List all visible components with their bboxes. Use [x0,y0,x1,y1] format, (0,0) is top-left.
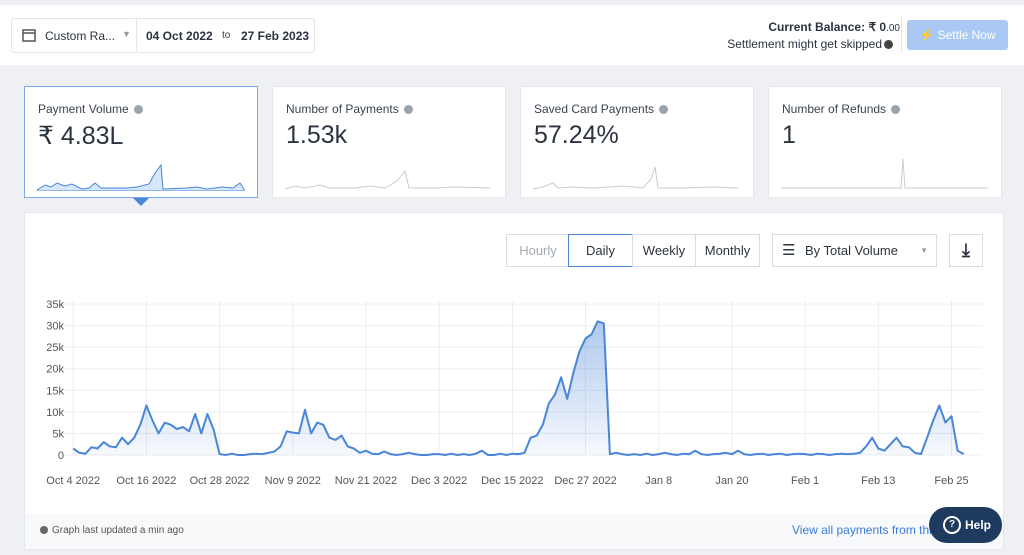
granularity-button[interactable]: Weekly [632,234,696,267]
view-all-link[interactable]: View all payments from this [792,523,938,537]
updated-note: Graph last updated a min ago [40,525,184,536]
divider [901,17,902,53]
x-tick-label: Feb 25 [934,475,968,487]
range-text: Custom Ra... [45,29,116,43]
x-tick-label: Nov 9 2022 [265,475,321,487]
card-label: Payment Volume [38,102,143,116]
range-select[interactable]: Custom Ra... ▼ [11,18,138,53]
note-text: Graph last updated a min ago [52,525,184,536]
balance-label: Current Balance: [768,20,866,34]
x-tick-label: Oct 28 2022 [190,475,250,487]
label-text: Number of Refunds [782,102,887,116]
sparkline [781,158,988,189]
help-icon [133,105,143,115]
label-text: Saved Card Payments [534,102,655,116]
to-word: to [222,30,231,41]
sort-text: By Total Volume [805,243,898,258]
caret: ▼ [920,246,928,255]
sparkline [533,166,739,190]
y-tick-label: 10k [46,407,64,419]
x-tick-label: Jan 20 [715,475,748,487]
help-text: Help [965,518,992,532]
line [72,320,965,456]
granularity-button[interactable]: Monthly [695,234,760,267]
help-button[interactable]: ? Help [929,507,1002,543]
info-icon [884,40,893,50]
y-tick-label: 15k [46,385,64,397]
label-text: Number of Payments [286,102,399,116]
card[interactable]: Payment Volume ₹ 4.83L [24,86,258,198]
help-icon [891,105,901,115]
to-date: 27 Feb 2023 [241,29,310,43]
calendar-icon [22,29,36,42]
download-button[interactable]: ⤓ [949,234,983,267]
area [73,321,964,455]
card[interactable]: Number of Refunds 1 [768,86,1002,198]
sort-select[interactable]: ☰ By Total Volume ▼ [772,234,937,267]
card-label: Number of Payments [286,102,413,116]
y-tick-label: 5k [52,428,64,440]
settle-text: Settle Now [937,28,996,42]
card-label: Saved Card Payments [534,102,669,116]
y-tick-label: 35k [46,299,64,311]
help-icon [659,105,669,115]
card-value: 1 [782,121,796,149]
from-date: 04 Oct 2022 [146,29,213,43]
x-tick-label: Nov 21 2022 [335,475,397,487]
x-tick-label: Dec 27 2022 [554,475,616,487]
x-tick-label: Feb 1 [791,475,819,487]
sort-icon: ☰ [782,242,796,259]
chart-footer [25,514,1003,548]
date-range[interactable]: 04 Oct 2022 to 27 Feb 2023 [136,18,315,53]
sparkline [37,163,245,191]
caret: ▼ [122,29,131,39]
y-tick-label: 20k [46,364,64,376]
chart-panel [24,212,1004,550]
granularity-button[interactable]: Hourly [506,234,570,267]
label-text: Payment Volume [38,102,129,116]
card-value: ₹ 4.83L [38,122,124,150]
card-label: Number of Refunds [782,102,901,116]
granularity-button[interactable]: Daily [568,234,633,267]
help-icon [403,105,413,115]
active-pointer [133,198,149,206]
x-tick-label: Jan 8 [645,475,672,487]
card-value: 57.24% [534,121,619,149]
x-tick-label: Dec 15 2022 [481,475,543,487]
y-tick-label: 0 [58,450,64,462]
x-tick-label: Feb 13 [861,475,895,487]
x-tick-label: Oct 4 2022 [46,475,100,487]
x-tick-label: Oct 16 2022 [116,475,176,487]
x-tick-label: Dec 3 2022 [411,475,467,487]
card-value: 1.53k [286,121,348,149]
y-tick-label: 30k [46,321,64,333]
sparkline [285,169,491,190]
settlement-note: Settlement might get skipped [727,37,893,51]
info-icon [40,526,48,535]
card[interactable]: Number of Payments 1.53k [272,86,506,198]
balance: Current Balance: ₹ 0.00 [650,20,900,34]
settle-button[interactable]: ⚡ Settle Now [907,20,1008,50]
card[interactable]: Saved Card Payments 57.24% [520,86,754,198]
balance-value: ₹ 0 [868,20,887,34]
help-icon: ? [943,516,961,534]
y-tick-label: 25k [46,342,64,354]
note-text: Settlement might get skipped [727,37,882,51]
balance-decimals: .00 [886,23,900,34]
